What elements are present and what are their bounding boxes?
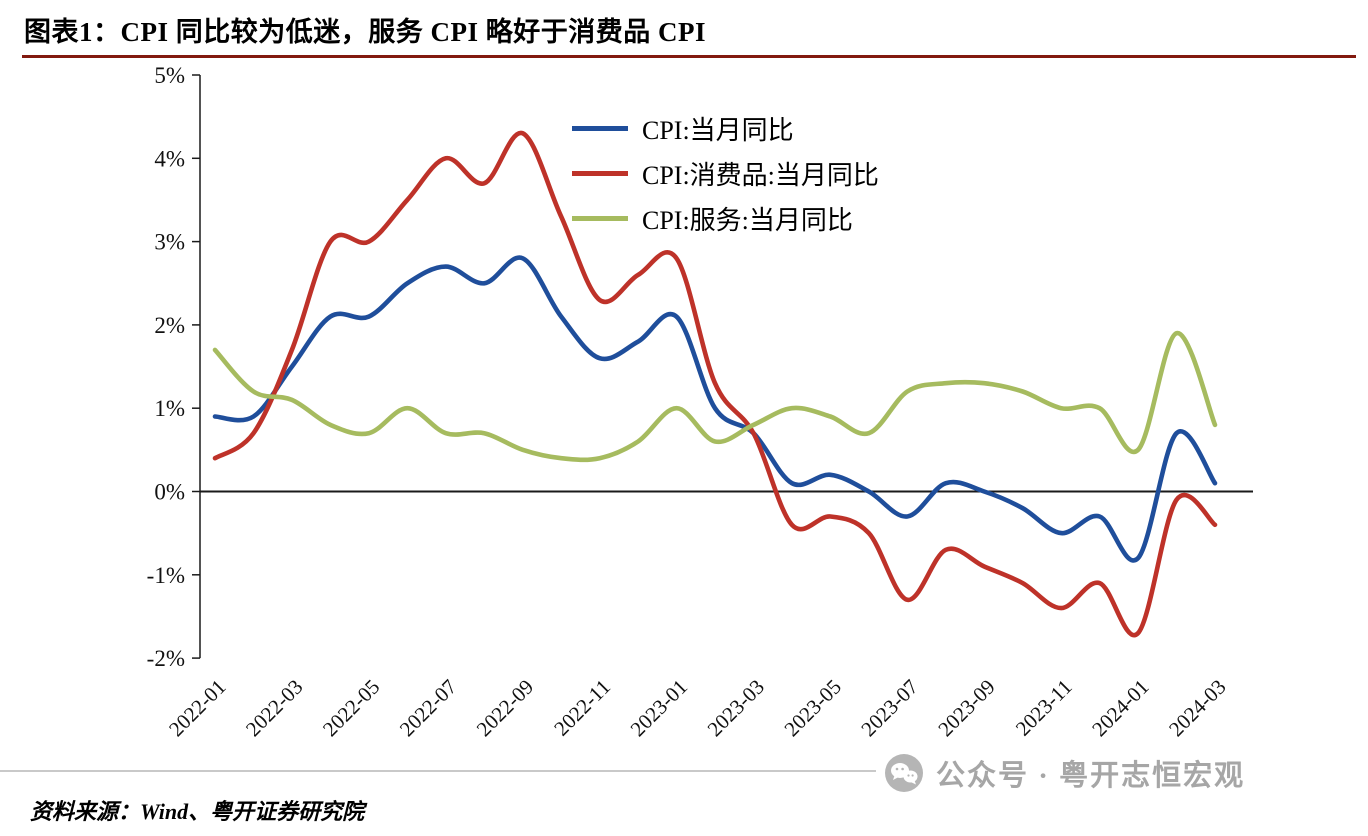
- y-axis-tick-label: 4%: [154, 146, 185, 171]
- legend-swatch-services: [572, 215, 628, 221]
- y-axis-tick-label: 3%: [154, 230, 185, 255]
- legend-label-services: CPI:服务:当月同比: [642, 205, 853, 235]
- x-axis-tick-label: 2024-03: [1164, 675, 1230, 741]
- x-axis-tick-label: 2024-01: [1087, 675, 1153, 741]
- x-axis-tick-label: 2023-07: [856, 675, 922, 741]
- y-axis-tick-label: -1%: [147, 563, 185, 588]
- source-note: 资料来源：Wind、粤开证券研究院: [30, 799, 365, 824]
- series-line-cpi: [212, 255, 1218, 563]
- y-axis-tick-label: 2%: [154, 313, 185, 338]
- x-axis-tick-label: 2022-03: [241, 675, 307, 741]
- x-axis-tick-label: 2022-01: [164, 675, 230, 741]
- x-axis-tick-label: 2023-05: [779, 675, 845, 741]
- legend-item-services: CPI:服务:当月同比: [572, 202, 879, 235]
- y-axis-tick-label: 0%: [154, 480, 185, 505]
- wechat-icon: [885, 754, 923, 792]
- x-axis-tick-label: 2022-11: [549, 675, 615, 741]
- legend-item-cpi: CPI:当月同比: [572, 112, 879, 145]
- line-chart: 5%4%3%2%1%0%-1%-2%2022-01 2022-03 2022-05 2…: [147, 63, 1253, 741]
- x-axis-tick-label: 2022-09: [472, 675, 538, 741]
- legend-swatch-cpi: [572, 125, 628, 131]
- x-axis-tick-label: 2022-07: [395, 675, 461, 741]
- chart-area: 5% 4% 3% 2% 1% 0% -1% -2% 2022-01 2022-03 2022-05 2…: [0, 48, 1368, 760]
- watermark-text: 公众号 · 粤开志恒宏观: [936, 760, 1246, 792]
- x-axis-tick-label: 2022-05: [318, 675, 384, 741]
- watermark: 公众号 · 粤开志恒宏观: [884, 752, 1254, 794]
- chart-title: 图表1：CPI 同比较为低迷，服务 CPI 略好于消费品 CPI: [24, 17, 706, 47]
- y-axis-tick-label: -2%: [147, 646, 185, 671]
- series-line-consumer-goods: [212, 130, 1218, 638]
- legend-swatch-consumer-goods: [572, 170, 628, 176]
- x-axis-tick-label: 2023-03: [703, 675, 769, 741]
- x-axis-tick-label: 2023-09: [933, 675, 999, 741]
- legend-label-consumer-goods: CPI:消费品:当月同比: [642, 160, 879, 190]
- y-axis-tick-label: 5%: [154, 63, 185, 88]
- footer-divider: [0, 770, 876, 772]
- y-axis-tick-label: 1%: [154, 396, 185, 421]
- x-axis-tick-label: 2023-11: [1011, 675, 1077, 741]
- legend-label-cpi: CPI:当月同比: [642, 115, 794, 145]
- x-axis-tick-label: 2023-01: [626, 675, 692, 741]
- series-line-services: [212, 330, 1218, 463]
- title-divider: [22, 55, 1356, 58]
- chart-legend: CPI:当月同比 CPI:消费品:当月同比 CPI:服务:当月同比: [572, 112, 879, 235]
- legend-item-consumer-goods: CPI:消费品:当月同比: [572, 157, 879, 190]
